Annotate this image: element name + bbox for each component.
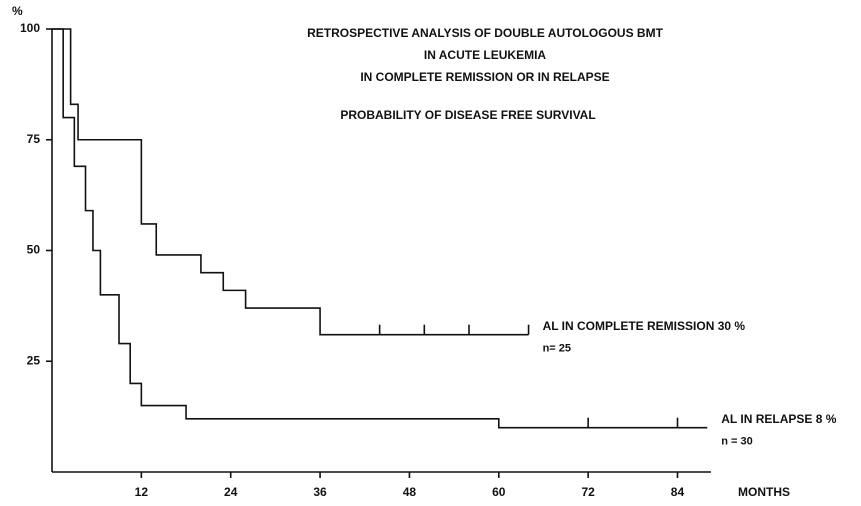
chart-title: IN ACUTE LEUKEMIA [424, 48, 547, 62]
x-tick-label: 72 [581, 485, 595, 499]
survival-curve [52, 28, 529, 336]
x-tick-label: 48 [403, 485, 417, 499]
series-n-label: n = 30 [721, 436, 753, 448]
y-axis-label: % [12, 4, 23, 18]
chart-title: IN COMPLETE REMISSION OR IN RELAPSE [360, 70, 609, 84]
series-n-label: n= 25 [543, 343, 571, 355]
chart-title: RETROSPECTIVE ANALYSIS OF DOUBLE AUTOLOG… [307, 26, 663, 40]
y-tick-label: 75 [27, 132, 41, 146]
x-tick-label: 60 [492, 485, 506, 499]
y-tick-label: 100 [20, 21, 40, 35]
series-label: AL IN RELAPSE 8 % [721, 412, 836, 426]
x-axis-label: MONTHS [738, 485, 790, 499]
x-tick-label: 84 [671, 485, 685, 499]
chart-subtitle: PROBABILITY OF DISEASE FREE SURVIVAL [340, 108, 595, 122]
x-tick-label: 12 [135, 485, 149, 499]
y-tick-label: 25 [27, 353, 41, 367]
series-label: AL IN COMPLETE REMISSION 30 % [543, 319, 746, 333]
x-tick-label: 24 [224, 485, 238, 499]
survival-curve [52, 28, 708, 429]
y-tick-label: 50 [27, 243, 41, 257]
x-tick-label: 36 [313, 485, 327, 499]
